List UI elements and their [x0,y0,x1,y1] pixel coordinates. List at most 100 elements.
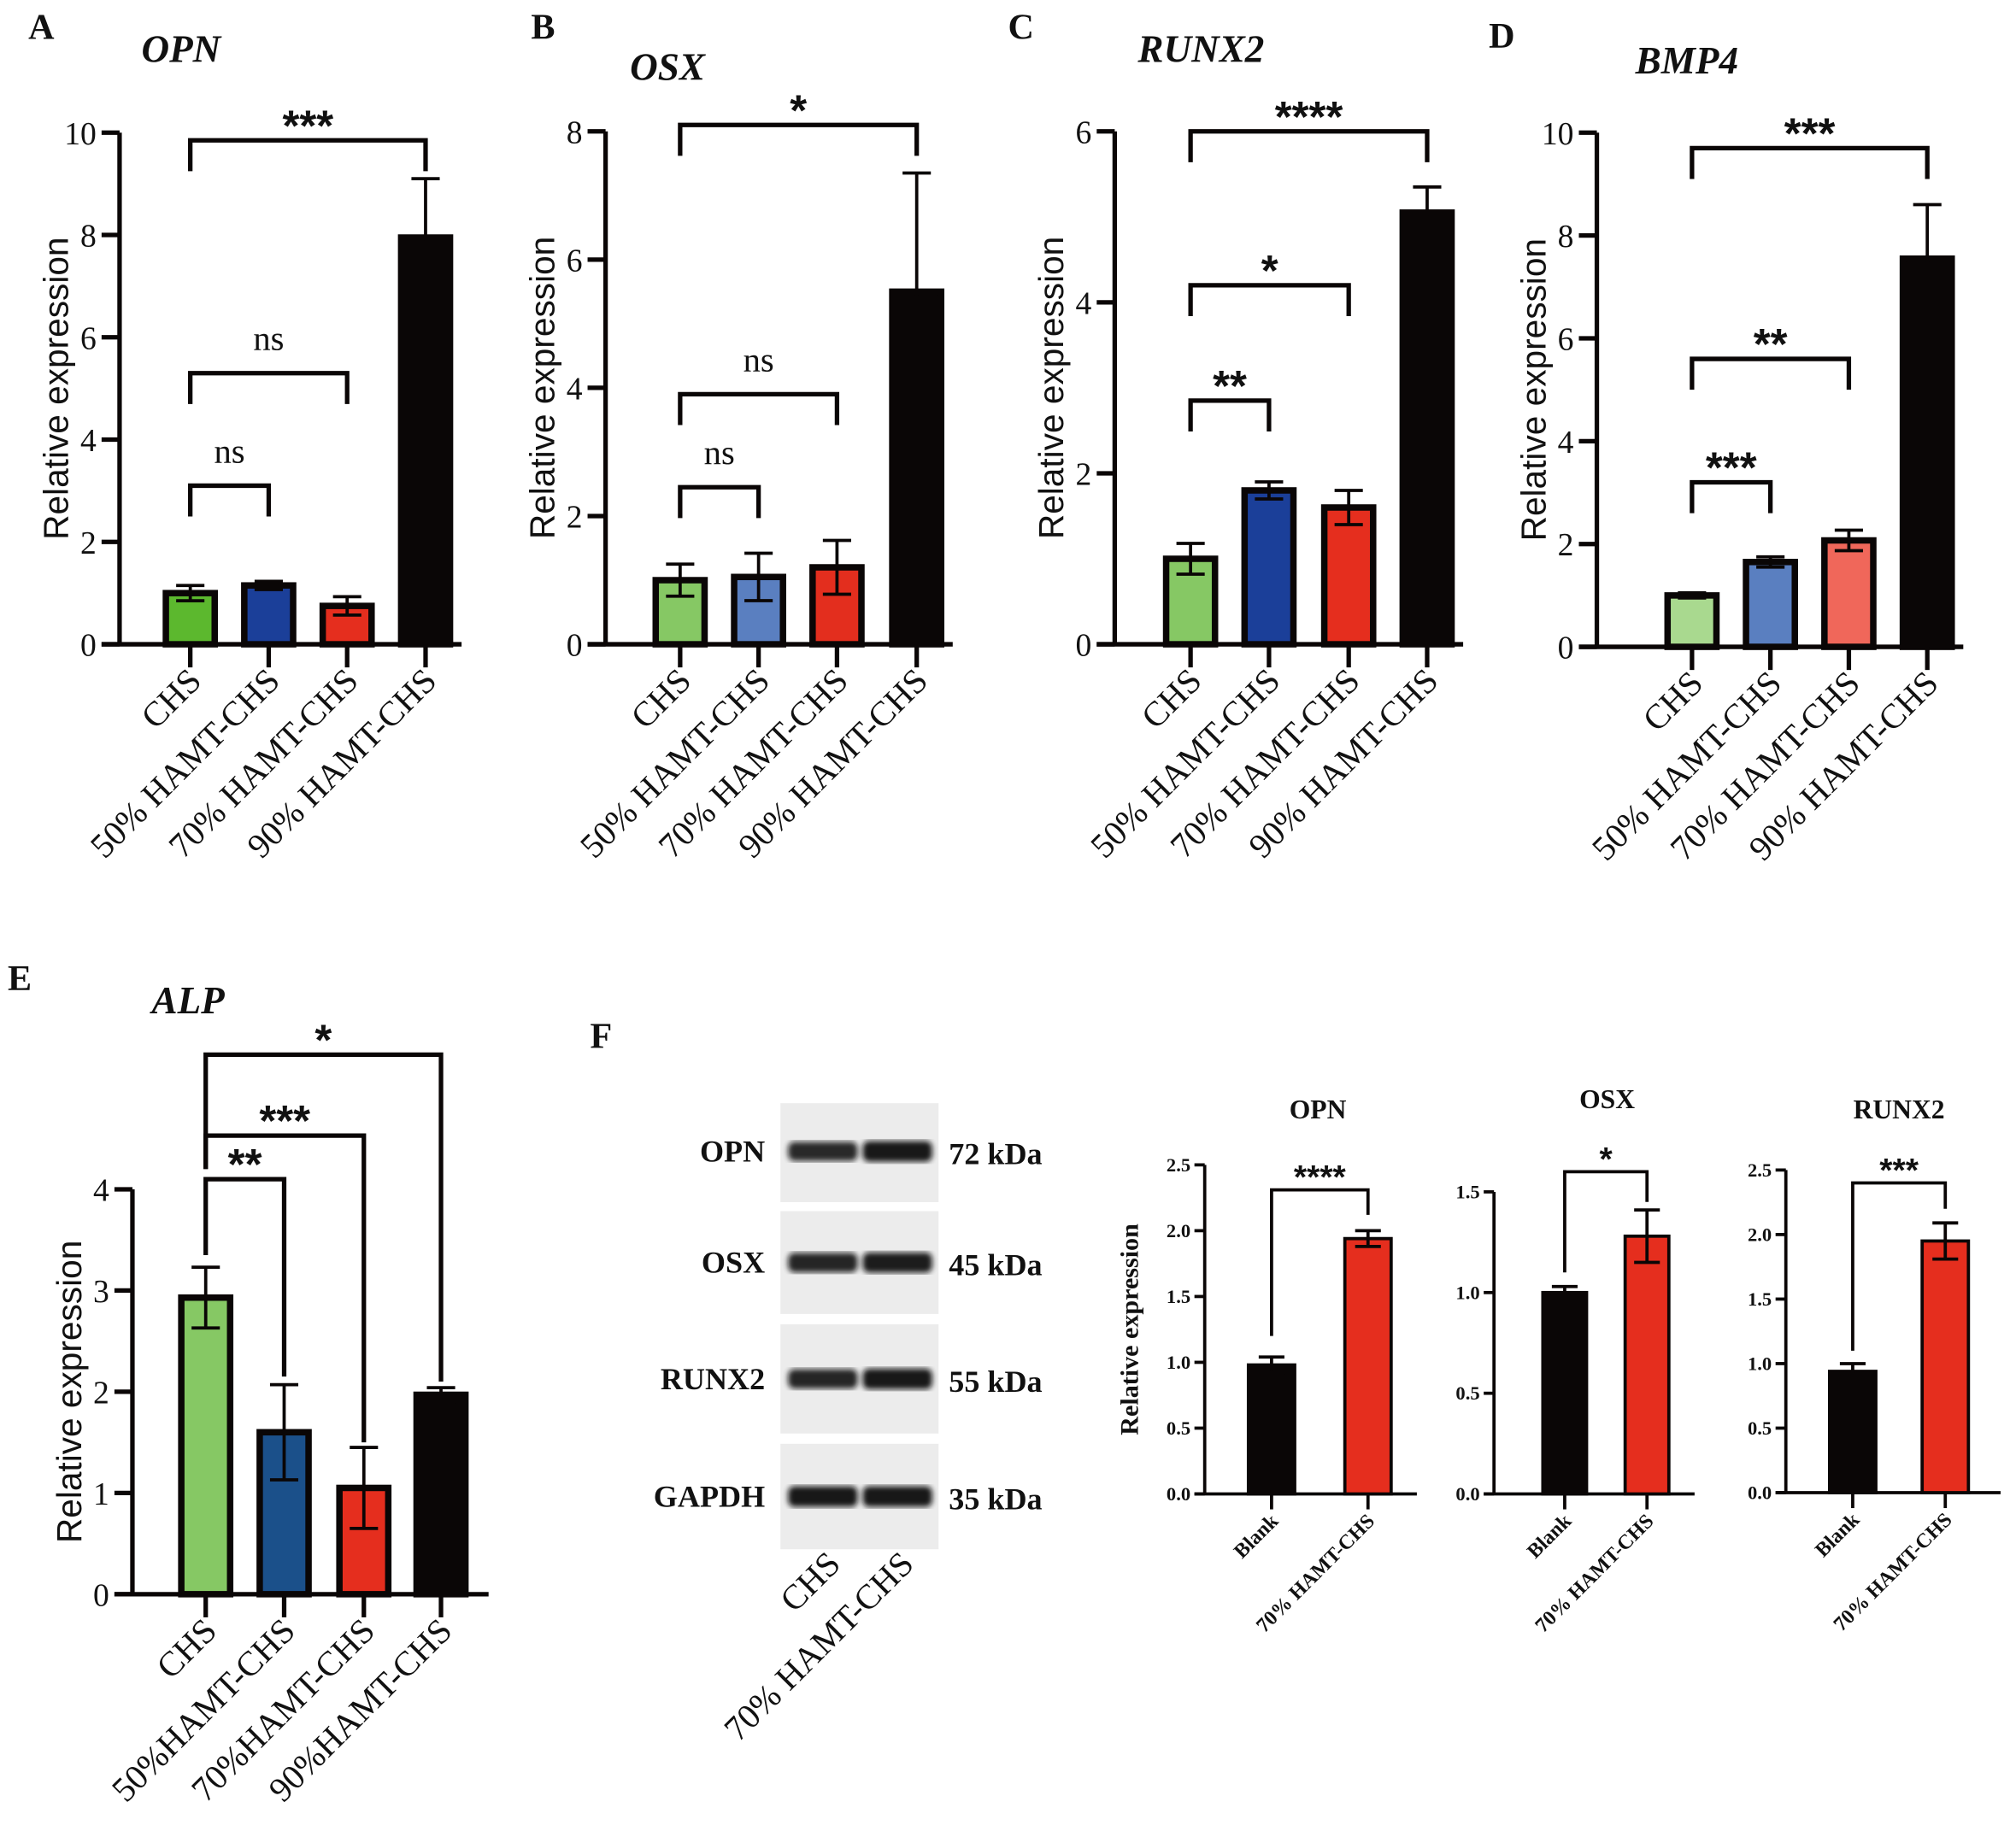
bar [1343,1236,1393,1496]
bar [1664,592,1720,650]
y-tick-label: 4 [93,1172,109,1208]
y-tick-label: 6 [80,320,97,356]
y-tick-label: 4 [567,371,583,407]
y-axis-label: Relative expression [522,237,561,539]
y-tick-label: 0.5 [1455,1382,1479,1404]
y-tick-label: 3 [93,1274,109,1310]
y-tick-label: 2.5 [1748,1159,1772,1181]
chart-title: OSX [630,46,707,89]
significance-label: *** [282,101,333,150]
y-tick-label: 0 [93,1577,109,1613]
significance-label: ns [253,320,284,358]
bar [1320,504,1377,648]
y-tick-label: 1.5 [1167,1286,1190,1307]
y-tick-label: 2.0 [1748,1224,1772,1245]
blot-row-runx2: RUNX2 55 kDa [661,1323,1043,1434]
protein-band [862,1252,932,1273]
chart-title: OPN [141,28,221,71]
chart-title: RUNX2 [1854,1094,1945,1124]
y-tick-label: 2 [567,500,583,536]
significance-bracket [188,483,272,517]
y-tick-label: 8 [80,219,97,255]
significance-bracket [1563,1170,1649,1273]
panel-letter-e: E [8,959,32,999]
panel-letter-c: C [1008,7,1034,47]
bar [1899,255,1955,650]
molecular-weight-label: 55 kDa [949,1364,1042,1399]
y-tick-label: 6 [1075,114,1091,150]
chart-f-opn: OPN Relative expression 0.0 0.5 1.0 1.5 2.0 2.5… [1114,1094,1417,1637]
y-tick-label: 0.5 [1167,1417,1190,1439]
chart-title: ALP [150,979,226,1022]
y-tick-label: 0 [567,628,583,664]
y-tick-label: 8 [1558,219,1574,255]
y-tick-label: 0.0 [1455,1483,1479,1505]
significance-bracket [678,391,840,425]
y-tick-label: 2 [93,1375,109,1411]
panel-letter-b: B [531,7,555,47]
y-tick-label: 2.5 [1167,1154,1190,1176]
significance-bracket [203,1052,444,1382]
y-tick-label: 0.0 [1748,1482,1772,1504]
blot-row-opn: OPN 72 kDa [700,1103,1043,1202]
bar [1827,1370,1878,1494]
significance-label: ns [704,433,735,472]
significance-label: *** [1879,1153,1919,1189]
y-tick-label: 6 [567,243,583,279]
bar [413,1391,469,1598]
protein-label: OPN [700,1135,765,1169]
y-tick-label: 1.5 [1455,1181,1479,1202]
protein-band [788,1253,858,1273]
y-tick-label: 0.5 [1748,1417,1772,1439]
y-axis-label: Relative expression [37,237,76,539]
bar [1920,1239,1971,1494]
bar [1541,1290,1589,1496]
significance-bracket [678,122,920,156]
protein-band [862,1141,932,1162]
significance-bracket [1690,145,1930,179]
x-tick-label: Blank [1523,1510,1576,1563]
significance-label: ns [744,340,774,379]
molecular-weight-label: 35 kDa [949,1482,1042,1517]
blot-row-gapdh: GAPDH 35 kDa [654,1443,1043,1550]
significance-bracket [1188,398,1272,432]
significance-bracket [1188,283,1351,316]
panel-letter-a: A [28,7,55,47]
significance-label: **** [1275,92,1343,141]
significance-bracket [1270,1188,1370,1336]
significance-label: *** [259,1096,310,1145]
y-tick-label: 1.0 [1748,1353,1772,1374]
y-tick-label: 8 [567,114,583,150]
y-tick-label: 2 [1558,527,1574,563]
bar [397,234,454,648]
significance-label: *** [1706,443,1757,491]
significance-bracket [1851,1181,1948,1351]
bar [1821,537,1877,650]
bar [1743,559,1798,650]
panel-letter-f: F [591,1016,613,1056]
significance-label: ns [214,431,244,470]
y-tick-label: 1.0 [1167,1352,1190,1373]
significance-label: * [1599,1141,1613,1178]
significance-bracket [188,138,428,172]
significance-label: **** [1294,1159,1347,1196]
significance-label: ** [1213,361,1247,410]
significance-bracket [1690,356,1852,390]
x-tick-label: Blank [1811,1509,1864,1562]
protein-band [862,1368,932,1389]
bar [1246,1363,1296,1496]
significance-label: ** [1754,320,1788,368]
significance-bracket [188,371,350,404]
y-tick-label: 10 [1542,116,1574,152]
y-tick-label: 10 [64,116,97,152]
y-tick-label: 0.0 [1167,1483,1190,1505]
y-tick-label: 1.5 [1748,1288,1772,1310]
significance-label: * [790,85,807,134]
